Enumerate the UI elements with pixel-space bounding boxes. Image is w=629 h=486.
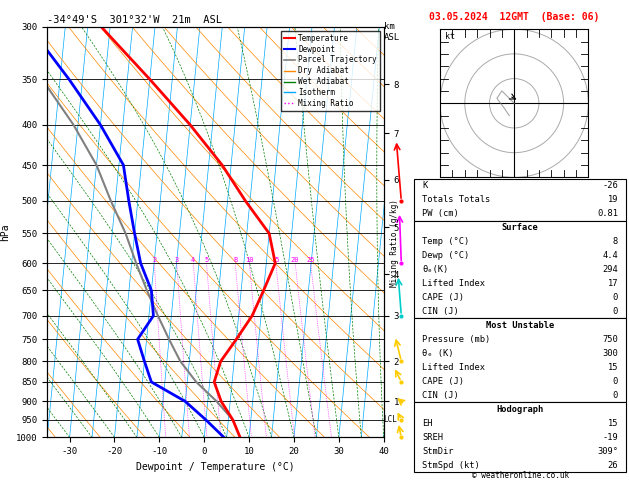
Bar — [414, 402, 626, 472]
Text: 750: 750 — [602, 335, 618, 344]
Text: Pressure (mb): Pressure (mb) — [423, 335, 491, 344]
Text: 4.4: 4.4 — [602, 251, 618, 260]
Text: 10: 10 — [245, 257, 253, 263]
Text: ASL: ASL — [384, 33, 401, 42]
Text: 8: 8 — [233, 257, 237, 263]
Text: -19: -19 — [602, 433, 618, 442]
Text: Mixing Ratio (g/kg): Mixing Ratio (g/kg) — [390, 199, 399, 287]
Text: 300: 300 — [602, 349, 618, 358]
Text: 0: 0 — [613, 293, 618, 302]
Text: Hodograph: Hodograph — [496, 405, 544, 414]
Text: PW (cm): PW (cm) — [423, 209, 459, 218]
Text: 15: 15 — [272, 257, 280, 263]
Text: -34°49'S  301°32'W  21m  ASL: -34°49'S 301°32'W 21m ASL — [47, 15, 222, 25]
Text: 26: 26 — [608, 461, 618, 469]
Text: K: K — [423, 181, 428, 191]
X-axis label: Dewpoint / Temperature (°C): Dewpoint / Temperature (°C) — [136, 462, 295, 472]
Text: CAPE (J): CAPE (J) — [423, 377, 464, 386]
Text: -26: -26 — [602, 181, 618, 191]
Text: 03.05.2024  12GMT  (Base: 06): 03.05.2024 12GMT (Base: 06) — [430, 12, 599, 22]
Text: EH: EH — [423, 419, 433, 428]
Text: Lifted Index: Lifted Index — [423, 363, 486, 372]
Text: Totals Totals: Totals Totals — [423, 195, 491, 204]
Text: 4: 4 — [191, 257, 196, 263]
Text: CIN (J): CIN (J) — [423, 391, 459, 400]
Text: LCL: LCL — [384, 416, 398, 424]
Text: CIN (J): CIN (J) — [423, 307, 459, 316]
Text: km: km — [384, 22, 395, 31]
Text: StmSpd (kt): StmSpd (kt) — [423, 461, 480, 469]
Text: θₑ (K): θₑ (K) — [423, 349, 454, 358]
Legend: Temperature, Dewpoint, Parcel Trajectory, Dry Adiabat, Wet Adiabat, Isotherm, Mi: Temperature, Dewpoint, Parcel Trajectory… — [281, 31, 380, 111]
Text: 8: 8 — [613, 237, 618, 246]
Text: Dewp (°C): Dewp (°C) — [423, 251, 470, 260]
Text: StmDir: StmDir — [423, 447, 454, 456]
Text: 0: 0 — [613, 377, 618, 386]
Text: 19: 19 — [608, 195, 618, 204]
Text: SREH: SREH — [423, 433, 443, 442]
Y-axis label: hPa: hPa — [1, 223, 11, 241]
Text: Most Unstable: Most Unstable — [486, 321, 554, 330]
Text: 0.81: 0.81 — [597, 209, 618, 218]
Text: 0: 0 — [613, 391, 618, 400]
Text: 15: 15 — [608, 419, 618, 428]
Bar — [414, 179, 626, 221]
Text: © weatheronline.co.uk: © weatheronline.co.uk — [472, 470, 569, 480]
Text: 20: 20 — [291, 257, 299, 263]
Text: Temp (°C): Temp (°C) — [423, 237, 470, 246]
Text: Surface: Surface — [502, 223, 538, 232]
Text: kt: kt — [445, 32, 455, 41]
Text: CAPE (J): CAPE (J) — [423, 293, 464, 302]
Text: 15: 15 — [608, 363, 618, 372]
Text: 2: 2 — [152, 257, 157, 263]
Text: 25: 25 — [306, 257, 315, 263]
Bar — [414, 318, 626, 402]
Text: 0: 0 — [613, 307, 618, 316]
Text: 17: 17 — [608, 279, 618, 288]
Text: 5: 5 — [204, 257, 209, 263]
Bar — [414, 221, 626, 318]
Text: Lifted Index: Lifted Index — [423, 279, 486, 288]
Text: 3: 3 — [175, 257, 179, 263]
Text: θₑ(K): θₑ(K) — [423, 265, 448, 274]
Text: 309°: 309° — [597, 447, 618, 456]
Text: 294: 294 — [602, 265, 618, 274]
